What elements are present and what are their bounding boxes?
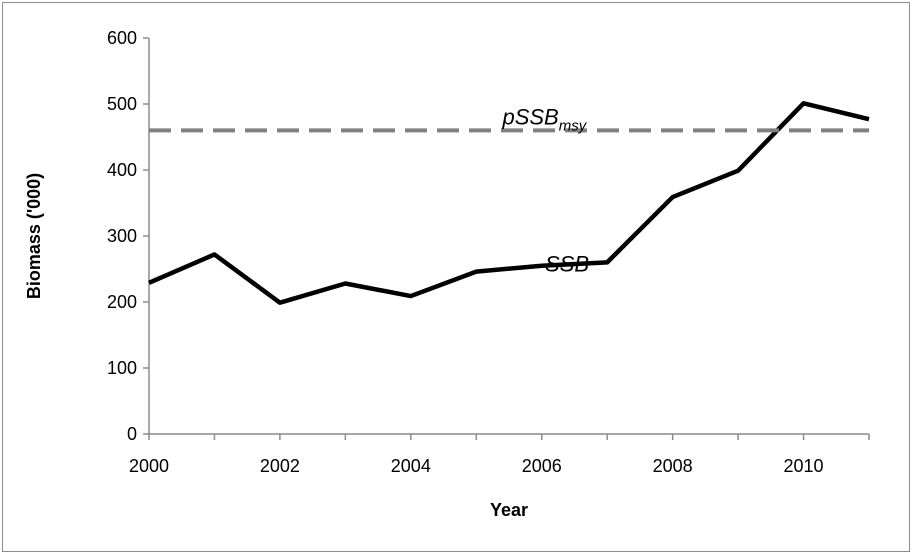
y-tick-label: 0 <box>127 424 137 444</box>
y-tick-label: 500 <box>107 94 137 114</box>
x-tick-label: 2002 <box>260 456 300 476</box>
axes: 0 100 200 300 400 500 600 2000 2002 2004 2006 2008… <box>107 28 870 476</box>
x-tick-label: 2008 <box>653 456 693 476</box>
y-tick-label: 600 <box>107 28 137 48</box>
x-ticks: 2000 2002 2004 2006 2008 2010 <box>129 434 870 476</box>
y-tick-label: 300 <box>107 226 137 246</box>
y-ticks: 0 100 200 300 400 500 600 <box>107 28 149 444</box>
series-layer <box>148 101 870 305</box>
annotation-ssb: SSB <box>545 252 589 277</box>
x-tick-label: 2010 <box>784 456 824 476</box>
y-tick-label: 400 <box>107 160 137 180</box>
x-tick-label: 2006 <box>522 456 562 476</box>
series-line-ssb <box>148 101 870 305</box>
x-axis-title: Year <box>490 500 528 520</box>
annotations: SSB pSSBmsy <box>501 104 589 276</box>
x-tick-label: 2004 <box>391 456 431 476</box>
x-tick-label: 2000 <box>129 456 169 476</box>
y-tick-label: 200 <box>107 292 137 312</box>
y-axis-title: Biomass ('000) <box>24 173 44 299</box>
y-tick-label: 100 <box>107 358 137 378</box>
annotation-pssbmsy: pSSBmsy <box>501 104 587 134</box>
